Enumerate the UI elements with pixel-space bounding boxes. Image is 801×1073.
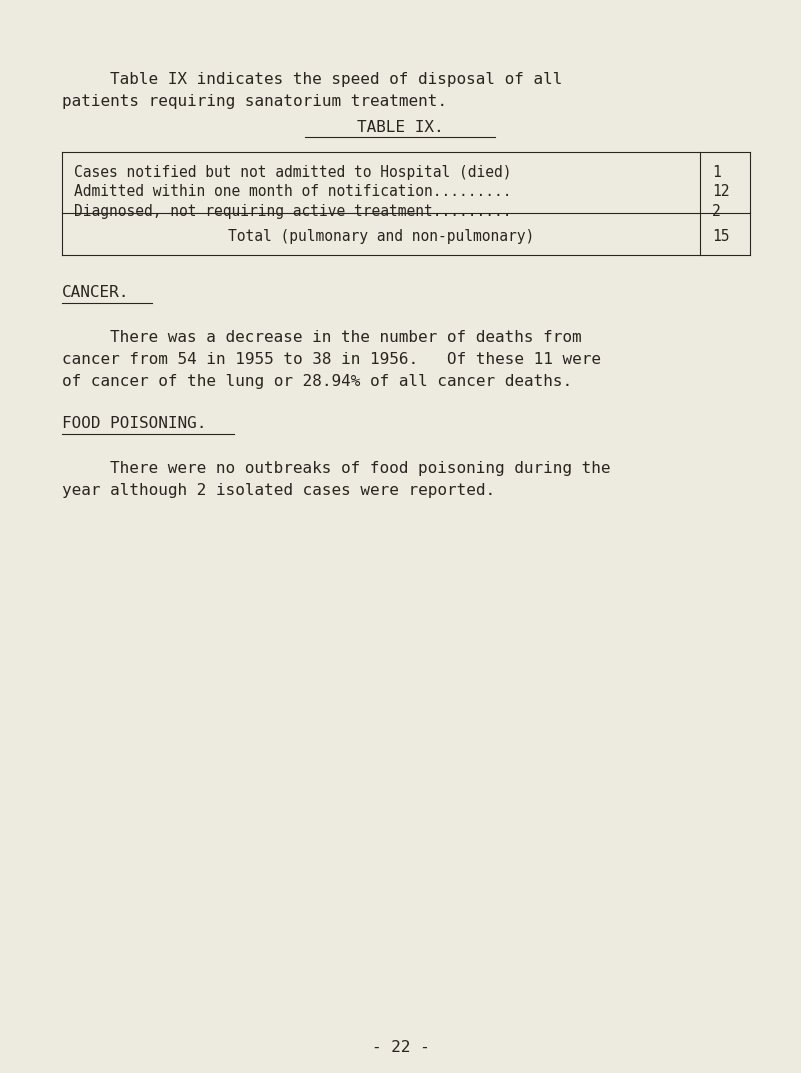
Text: There were no outbreaks of food poisoning during the: There were no outbreaks of food poisonin… [110,461,610,476]
Text: 2: 2 [712,204,721,219]
Text: patients requiring sanatorium treatment.: patients requiring sanatorium treatment. [62,94,447,109]
Text: cancer from 54 in 1955 to 38 in 1956.   Of these 11 were: cancer from 54 in 1955 to 38 in 1956. Of… [62,352,601,367]
Text: Total (pulmonary and non-pulmonary): Total (pulmonary and non-pulmonary) [227,229,534,244]
Text: Cases notified but not admitted to Hospital (died): Cases notified but not admitted to Hospi… [74,165,512,180]
Text: FOOD POISONING.: FOOD POISONING. [62,416,207,431]
Text: CANCER.: CANCER. [62,285,130,300]
Text: - 22 -: - 22 - [372,1040,429,1055]
Text: TABLE IX.: TABLE IX. [357,120,444,135]
Text: Diagnosed, not requiring active treatment.........: Diagnosed, not requiring active treatmen… [74,204,512,219]
Text: Table IX indicates the speed of disposal of all: Table IX indicates the speed of disposal… [110,72,562,87]
Text: Admitted within one month of notification.........: Admitted within one month of notificatio… [74,185,512,200]
Text: 1: 1 [712,165,721,180]
Text: year although 2 isolated cases were reported.: year although 2 isolated cases were repo… [62,483,495,498]
Text: There was a decrease in the number of deaths from: There was a decrease in the number of de… [110,330,582,346]
Text: 12: 12 [712,185,730,200]
Text: of cancer of the lung or 28.94% of all cancer deaths.: of cancer of the lung or 28.94% of all c… [62,374,572,389]
Text: 15: 15 [712,229,730,244]
